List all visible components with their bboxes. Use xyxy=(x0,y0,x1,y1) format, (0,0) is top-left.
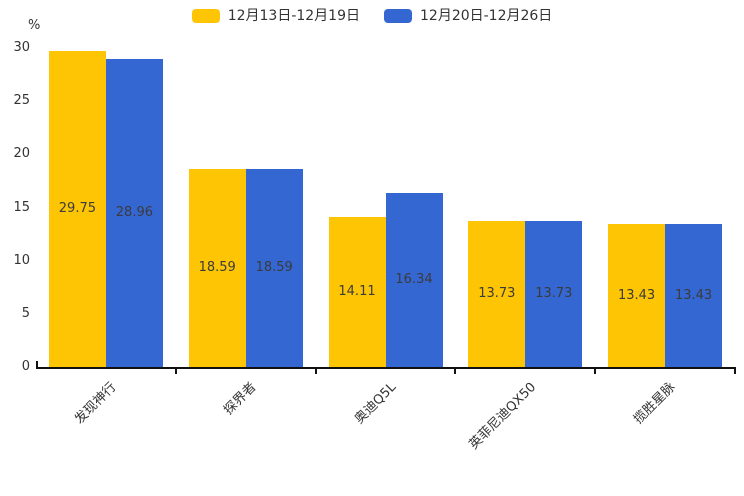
bar-value-label: 14.11 xyxy=(338,283,376,299)
bar-week2[interactable] xyxy=(385,193,443,367)
bar-week1[interactable] xyxy=(328,216,386,367)
y-axis-tick-label: 10 xyxy=(13,252,30,268)
bar-week1[interactable] xyxy=(48,50,106,367)
y-axis-tick-label: 20 xyxy=(13,146,30,162)
y-axis-tick-label: 5 xyxy=(21,305,30,321)
bar-week2[interactable] xyxy=(105,59,163,367)
x-axis-line xyxy=(36,367,736,369)
bar-value-label: 13.43 xyxy=(617,287,656,303)
bar-week1[interactable] xyxy=(468,221,526,367)
x-axis-tick xyxy=(174,369,177,374)
y-axis-tick-label: 0 xyxy=(21,359,30,374)
legend-label-week1: 12月13日-12月19日 xyxy=(227,8,360,24)
legend-label-week2: 12月20日-12月26日 xyxy=(420,8,553,24)
bar-week1[interactable] xyxy=(188,169,246,367)
bar-value-label: 13.73 xyxy=(535,286,573,301)
bar-value-label: 29.75 xyxy=(58,200,96,216)
bar-value-label: 13.43 xyxy=(674,287,713,303)
x-axis-tick xyxy=(734,369,736,374)
bar-week2[interactable] xyxy=(245,169,303,367)
legend-item-week2[interactable]: 12月20日-12月26日 xyxy=(384,7,552,25)
x-axis-tick xyxy=(314,369,317,374)
x-axis-tick xyxy=(594,369,597,374)
x-axis-start-tick xyxy=(36,361,38,367)
y-axis-unit-label: % xyxy=(28,18,41,33)
legend-item-week1[interactable]: 12月13日-12月19日 xyxy=(191,7,360,25)
bar-week2[interactable] xyxy=(665,224,723,367)
legend-swatch-week1 xyxy=(191,9,220,23)
bar-value-label: 16.34 xyxy=(395,272,433,288)
bar-week1[interactable] xyxy=(608,224,666,367)
x-axis-category-label: 发现神行 xyxy=(71,379,120,428)
bar-value-label: 13.73 xyxy=(478,286,516,301)
bar-value-label: 18.59 xyxy=(255,260,293,276)
y-axis-tick-label: 25 xyxy=(13,93,30,109)
bar-value-label: 18.59 xyxy=(198,260,236,276)
bar-value-label: 28.96 xyxy=(115,205,153,221)
x-axis-category-label: 英菲尼迪QX50 xyxy=(466,379,539,453)
legend-swatch-week2 xyxy=(384,9,412,23)
legend: 12月13日-12月19日 12月20日-12月26日 xyxy=(0,7,744,25)
x-axis-category-label: 奥迪Q5L xyxy=(351,379,399,428)
x-axis-category-label: 揽胜星脉 xyxy=(631,379,679,428)
y-axis-tick-label: 30 xyxy=(13,40,30,55)
x-axis-category-label: 探界者 xyxy=(220,379,260,419)
x-axis-tick xyxy=(454,369,457,374)
bar-week2[interactable] xyxy=(525,221,583,367)
y-axis-tick-label: 15 xyxy=(13,199,30,215)
